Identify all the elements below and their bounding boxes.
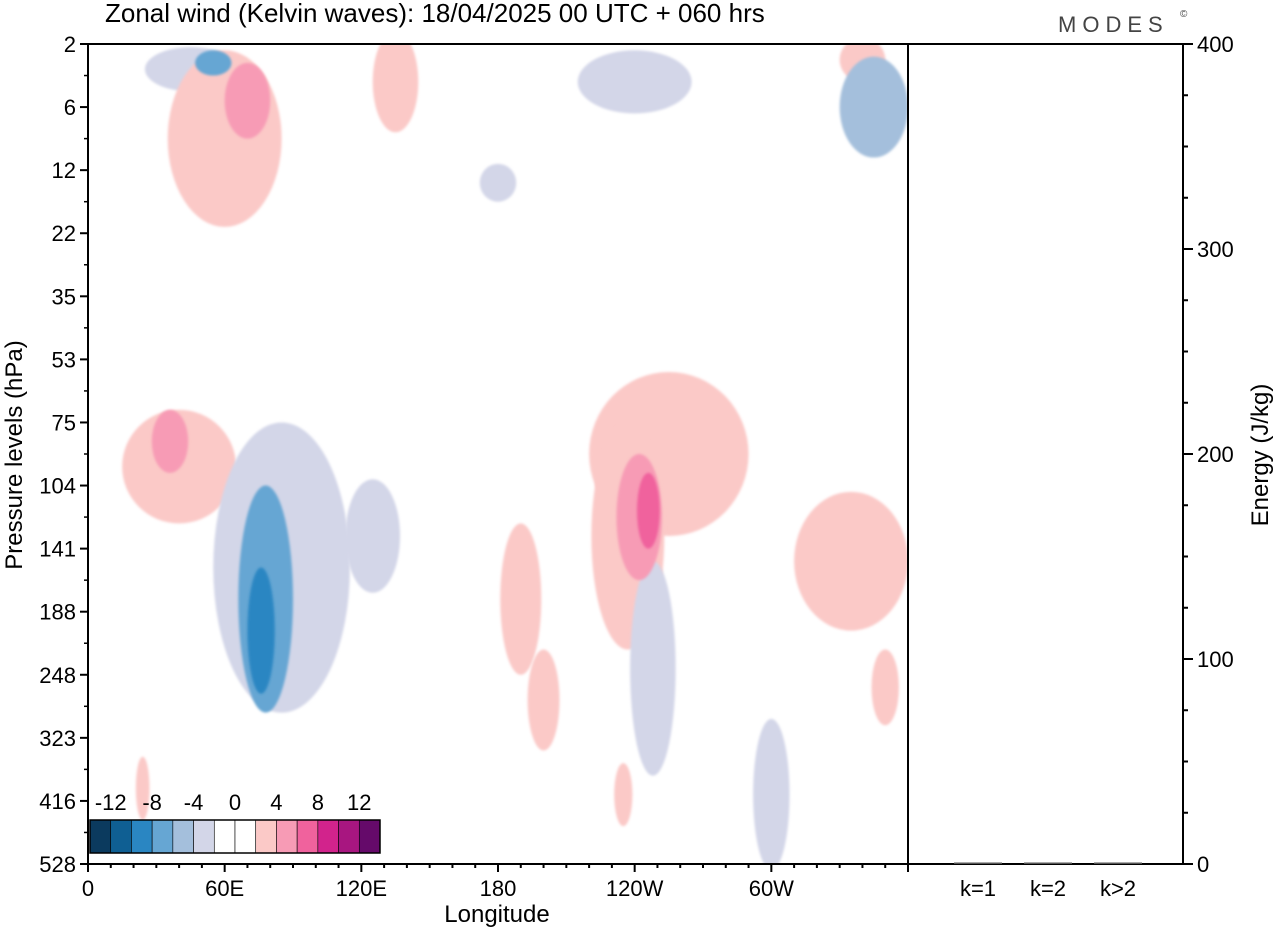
pressure-tick-label: 75 <box>52 410 76 435</box>
pressure-tick-label: 35 <box>52 284 76 309</box>
pressure-tick-label: 2 <box>64 32 76 57</box>
energy-tick-label: 400 <box>1197 32 1234 57</box>
wind-anomaly-pos-19 <box>224 62 271 139</box>
energy-plot-frame <box>907 43 1184 865</box>
colorbar-swatch <box>89 819 112 854</box>
wind-anomaly-pos-17 <box>135 756 150 820</box>
colorbar-frame <box>89 819 381 854</box>
colorbar-label: -8 <box>142 790 162 815</box>
pressure-tick-label: 6 <box>64 95 76 120</box>
wind-anomaly-pos-2 <box>372 44 419 133</box>
pressure-axis: 2 6 12 22 35 53 75 104 141 188 248 323 416 528 <box>39 32 88 877</box>
wind-anomaly-pos-21 <box>151 409 189 473</box>
wind-anomaly-pos-14 <box>527 649 560 751</box>
energy-bar-k=1 <box>954 862 1002 864</box>
colorbar-swatch <box>213 819 236 854</box>
colorbar-label: -4 <box>184 790 204 815</box>
energy-tick-label: 0 <box>1197 852 1209 877</box>
colorbar-swatch <box>151 819 174 854</box>
wind-field <box>122 44 908 864</box>
colorbar-swatch <box>255 819 277 854</box>
longitude-axis: 0 60E 120E 180 120W 60W <box>82 864 909 901</box>
pressure-tick-label: 528 <box>39 852 76 877</box>
wind-anomaly-pos-18 <box>614 763 633 827</box>
colorbar-swatch <box>110 819 132 854</box>
colorbar-swatch <box>172 819 194 854</box>
wind-anomaly-neg-26 <box>247 567 275 694</box>
chart-title: Zonal wind (Kelvin waves): 18/04/2025 00… <box>105 0 765 28</box>
energy-tick-label: 100 <box>1197 647 1234 672</box>
longitude-tick-label: 180 <box>480 876 517 901</box>
colorbar-label: 12 <box>347 790 371 815</box>
energy-bar-k>2 <box>1094 862 1142 864</box>
x-axis-title: Longitude <box>444 901 549 928</box>
pressure-tick-label: 141 <box>39 537 76 562</box>
energy-tick-label: 300 <box>1197 237 1234 262</box>
colorbar-swatch <box>358 819 381 854</box>
wind-anomaly-pos-13 <box>794 491 908 631</box>
colorbar: -12 -8 -4 0 4 8 12 <box>89 790 381 854</box>
pressure-tick-label: 416 <box>39 789 76 814</box>
pressure-tick-label: 188 <box>39 600 76 625</box>
pressure-tick-label: 248 <box>39 663 76 688</box>
colorbar-label: -12 <box>95 790 127 815</box>
pressure-tick-label: 22 <box>52 221 76 246</box>
pressure-tick-label: 12 <box>52 158 76 183</box>
colorbar-swatch <box>131 819 153 854</box>
brand-logo: MODES <box>1058 12 1169 37</box>
energy-bar-k=2 <box>1024 862 1072 864</box>
longitude-tick-label: 60W <box>749 876 794 901</box>
wind-anomaly-neg-8 <box>345 479 401 593</box>
energy-axis: 0 100 200 300 400 <box>1183 32 1234 877</box>
wind-anomaly-pos-15 <box>871 649 899 726</box>
wind-anomaly-neg-23 <box>195 50 232 76</box>
wind-anomaly-pos-25 <box>636 472 660 549</box>
colorbar-label: 0 <box>229 790 241 815</box>
colorbar-swatch <box>338 819 360 854</box>
longitude-tick-label: 0 <box>82 876 94 901</box>
energy-category-label: k=1 <box>960 876 996 901</box>
colorbar-swatch <box>296 819 319 854</box>
wind-anomaly-pos-11 <box>500 523 542 675</box>
energy-tick-label: 200 <box>1197 442 1234 467</box>
wind-anomaly-neg-20 <box>839 56 908 158</box>
colorbar-swatch <box>234 819 257 854</box>
pressure-tick-label: 323 <box>39 726 76 751</box>
brand-mark: © <box>1180 9 1188 20</box>
energy-bars: k=1 k=2 k>2 <box>954 862 1142 901</box>
wind-anomaly-neg-12 <box>630 561 676 776</box>
pressure-tick-label: 104 <box>39 474 76 499</box>
colorbar-swatch <box>193 819 215 854</box>
pressure-tick-label: 53 <box>52 347 76 372</box>
wind-anomaly-neg-5 <box>479 163 517 202</box>
wind-anomaly-neg-3 <box>577 50 692 114</box>
colorbar-label: 8 <box>312 790 324 815</box>
wind-anomaly-neg-16 <box>753 718 790 864</box>
longitude-tick-label: 60E <box>205 876 244 901</box>
y-axis-title: Pressure levels (hPa) <box>1 340 28 569</box>
energy-axis-title: Energy (J/kg) <box>1247 384 1274 527</box>
longitude-tick-label: 120E <box>336 876 387 901</box>
longitude-tick-label: 120W <box>606 876 664 901</box>
energy-category-label: k>2 <box>1100 876 1136 901</box>
energy-category-label: k=2 <box>1030 876 1066 901</box>
colorbar-swatch <box>276 819 298 854</box>
colorbar-label: 4 <box>270 790 282 815</box>
colorbar-swatch <box>317 819 339 854</box>
